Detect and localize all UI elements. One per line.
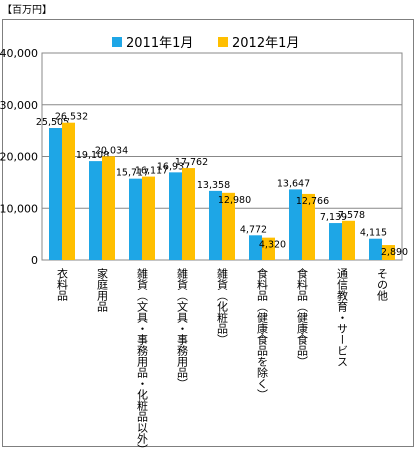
y-tick-label: 10,000 [0, 202, 38, 215]
legend-swatch [218, 37, 228, 47]
data-label: 16,937 [157, 161, 190, 172]
bar [382, 245, 395, 260]
bar [129, 178, 142, 260]
data-label: 7,139 [320, 212, 347, 223]
data-label: 4,115 [360, 228, 387, 239]
data-label: 15,717 [116, 168, 149, 179]
data-label: 12,766 [296, 196, 329, 207]
bar [302, 193, 315, 260]
data-label: 20,034 [95, 145, 128, 156]
legend-swatch [112, 37, 122, 47]
unit-label: 【百万円】 [2, 5, 52, 16]
y-tick-label: 20,000 [0, 151, 38, 164]
bar [169, 172, 182, 260]
bar [49, 128, 62, 260]
y-tick-label: 40,000 [0, 47, 38, 60]
bar [262, 237, 275, 260]
chart-frame [2, 19, 414, 447]
bar [222, 192, 235, 260]
x-tick-label: 雑貨（化粧品） [216, 267, 229, 345]
x-tick-label: その他 [376, 268, 389, 301]
bar [62, 122, 75, 260]
data-label: 17,762 [175, 157, 208, 168]
bar [142, 176, 155, 260]
data-label: 4,320 [259, 240, 286, 251]
data-label: 4,772 [240, 224, 267, 235]
data-label: 19,108 [76, 150, 109, 161]
data-label: 7,578 [338, 210, 365, 221]
data-label: 2,890 [381, 247, 408, 258]
bar [89, 161, 102, 260]
data-label: 12,980 [218, 195, 251, 206]
x-tick-label: 衣料品 [56, 267, 69, 301]
x-tick-label: 家庭用品 [96, 267, 109, 312]
x-tick-label: 通信教育・サービス [336, 268, 349, 367]
x-tick-label: 食料品（健康食品） [296, 267, 309, 367]
legend-label: 2012年1月 [232, 36, 299, 51]
data-label: 13,358 [197, 180, 230, 191]
bar [369, 238, 382, 260]
bar [342, 220, 355, 260]
data-label: 13,647 [277, 178, 310, 189]
data-label: 25,505 [36, 117, 69, 128]
legend-label: 2011年1月 [126, 36, 193, 51]
bar [289, 189, 302, 260]
bar [102, 156, 115, 260]
data-label: 16,117 [135, 166, 168, 177]
x-tick-label: 雑貨（文具・事務用品） [176, 267, 189, 389]
bar [249, 235, 262, 260]
data-label: 26,532 [55, 112, 88, 123]
bar [329, 223, 342, 260]
y-tick-label: 30,000 [0, 99, 38, 112]
x-tick-label: 雑貨（文具・事務用品・化粧品以外） [136, 267, 149, 450]
x-tick-label: 食料品（健康食品を除く） [256, 267, 269, 400]
bar [209, 190, 222, 260]
y-tick-label: 0 [31, 254, 38, 267]
bar [182, 168, 195, 260]
